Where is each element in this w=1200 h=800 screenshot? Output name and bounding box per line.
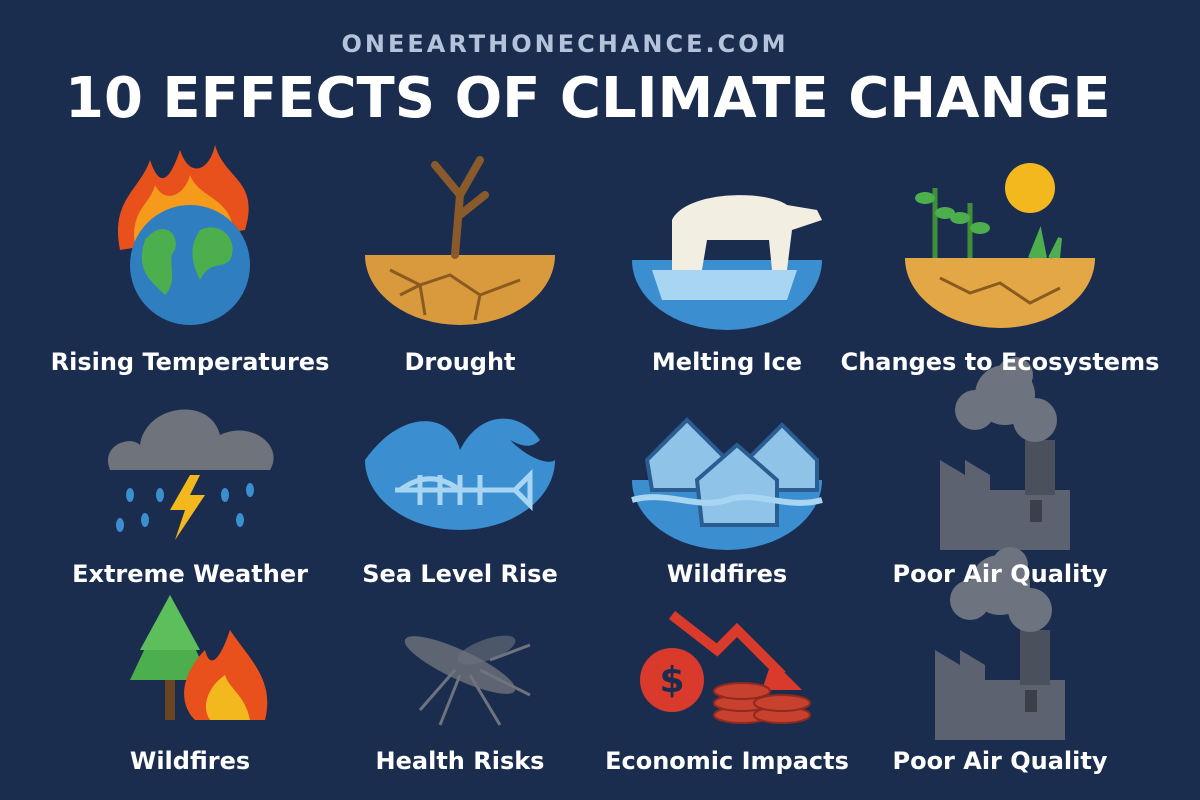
item-label: Poor Air Quality [892,560,1107,588]
item-label: Drought [404,348,515,376]
icon-sea [365,418,555,530]
item-label: Health Risks [376,747,545,775]
dollar-sign: $ [659,660,684,701]
title: 10 EFFECTS OF CLIMATE CHANGE [65,66,1111,131]
item-label: Extreme Weather [72,560,308,588]
item-label: Changes to Ecosystems [841,348,1160,376]
icon-storm [107,409,274,540]
icon-mosquito [404,635,531,726]
icon-flood [631,417,823,550]
item-label: Poor Air Quality [892,747,1107,775]
item-label: Melting Ice [652,348,802,376]
icon-melting-ice [632,195,822,330]
item-label: Economic Impacts [605,747,849,775]
site-name: ONEEARTHONECHANCE.COM [342,30,789,58]
icon-globe-fire [117,145,250,325]
item-label: Rising Temperatures [51,348,330,376]
item-label: Wildfires [667,560,787,588]
icon-drought [365,156,555,325]
icon-tree-fire [130,595,268,720]
item-label: Wildfires [130,747,250,775]
item-label: Sea Level Rise [362,560,557,588]
labels: Rising Temperatures Drought Melting Ice Cha… [51,348,1160,775]
icon-economy: $ [640,611,811,724]
icon-ecosystems [905,163,1095,328]
